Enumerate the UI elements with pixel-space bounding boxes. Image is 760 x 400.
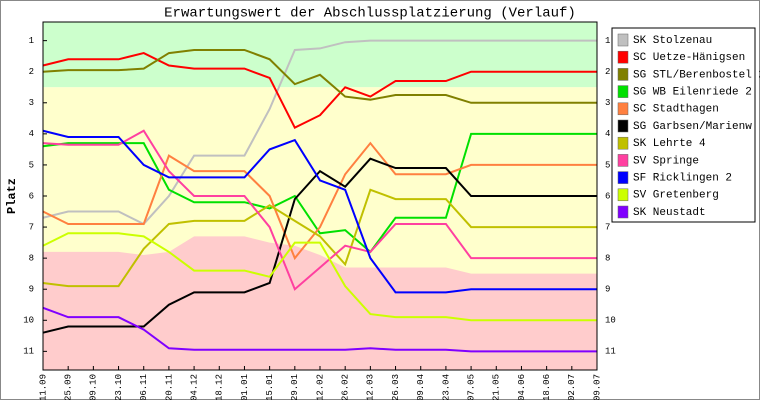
y-tick-label: 4 <box>29 129 34 139</box>
lines <box>42 39 597 353</box>
x-tick-label: 23.10 <box>114 374 124 400</box>
y-axis-label: Platz <box>5 178 19 214</box>
legend-swatch <box>617 85 629 98</box>
chart-title: Erwartungswert der Abschlussplatzierung … <box>164 6 576 22</box>
y-tick-label: 2 <box>29 67 34 77</box>
legend-swatch <box>617 188 629 202</box>
x-tick-label: 06.11 <box>139 374 149 400</box>
x-tick-label: 12.02 <box>315 374 325 400</box>
line <box>42 48 597 104</box>
x-tick-label: 12.03 <box>366 374 376 400</box>
x-tick-label: 09.10 <box>89 374 99 400</box>
y-tick-label: 8 <box>29 254 34 264</box>
legend-label: SV Gretenberg <box>633 190 719 202</box>
legend-swatch <box>617 68 629 81</box>
legend-label: SF Ricklingen 2 <box>633 173 732 185</box>
x-tick-label: 20.11 <box>164 374 174 400</box>
y-tick-label: 5 <box>605 160 610 170</box>
y-tick-label: 9 <box>29 285 34 295</box>
legend-swatch <box>617 33 629 47</box>
x-tick-label: 15.01 <box>265 374 275 400</box>
zone <box>43 236 597 370</box>
line <box>42 39 597 226</box>
legend-swatch <box>617 119 629 133</box>
y-tick-label: 3 <box>29 98 34 108</box>
x-tick-label: 09.07 <box>592 374 602 400</box>
y-tick-label: 11 <box>605 347 616 357</box>
y-tick-label: 5 <box>29 160 34 170</box>
x-tick-label: 29.01 <box>290 374 300 400</box>
y-tick-label: 8 <box>605 254 610 264</box>
x-tick-label: 04.12 <box>189 374 199 400</box>
line <box>42 52 597 129</box>
legend-label: SG STL/Berenbostel 2 <box>633 69 760 81</box>
x-tick-label: 18.06 <box>542 374 552 400</box>
line <box>42 306 597 353</box>
legend-swatch <box>617 154 629 167</box>
line <box>42 188 597 288</box>
legend: SK Stolzenau SC Uetze-Hänigsen SG STL/Bere… <box>617 33 760 219</box>
legend-label: SG Garbsen/Marienw <box>633 121 752 133</box>
x-tick-label: 23.04 <box>441 374 451 400</box>
legend-box <box>611 27 756 223</box>
y-tick-label: 7 <box>605 222 610 232</box>
y-tick-label: 10 <box>23 316 34 326</box>
legend-label: SK Stolzenau <box>633 35 712 47</box>
x-tick-label: 26.03 <box>391 374 401 400</box>
y-tick-label: 3 <box>605 98 610 108</box>
x-tick-label: 04.06 <box>517 374 527 400</box>
line <box>42 232 597 322</box>
legend-label: SC Stadthagen <box>633 104 719 116</box>
y-tick-label: 11 <box>23 347 34 357</box>
line <box>42 132 597 254</box>
x-tick-label: 26.02 <box>341 374 351 400</box>
plot-frame <box>42 21 598 371</box>
legend-swatch <box>617 205 629 219</box>
legend-swatch <box>617 102 629 116</box>
y-tick-label: 4 <box>605 129 610 139</box>
y-tick-label: 7 <box>29 222 34 232</box>
zone <box>43 22 597 88</box>
x-tick-label: 21.05 <box>492 374 502 400</box>
line <box>42 129 597 291</box>
y-tick-label: 9 <box>605 285 610 295</box>
legend-label: SC Uetze-Hänigsen <box>633 52 745 64</box>
x-tick-label: 07.05 <box>466 374 476 400</box>
legend-swatch <box>617 136 629 150</box>
y-tick-label: 6 <box>605 191 610 201</box>
legend-label: SK Lehrte 4 <box>633 138 706 150</box>
legend-swatch <box>617 50 629 64</box>
y-tick-label: 6 <box>29 191 34 201</box>
y-tick-label: 1 <box>29 36 34 46</box>
legend-label: SK Neustadt <box>633 207 706 219</box>
x-tick-label: 02.07 <box>567 374 577 400</box>
legend-label: SV Springe <box>633 155 699 167</box>
legend-label: SG WB Eilenriede 2 <box>633 87 752 99</box>
x-tick-label: 25.09 <box>64 374 74 400</box>
y-tick-label: 2 <box>605 67 610 77</box>
x-tick-label: 18.12 <box>215 374 225 400</box>
x-tick-label: 11.09 <box>38 374 48 400</box>
y-tick-label: 10 <box>605 316 616 326</box>
x-tick-label: 01.01 <box>240 374 250 400</box>
line <box>42 141 597 261</box>
y-tick-label: 1 <box>605 36 610 46</box>
legend-swatch <box>617 171 629 184</box>
line <box>42 129 597 294</box>
x-tick-label: 09.04 <box>416 374 426 400</box>
